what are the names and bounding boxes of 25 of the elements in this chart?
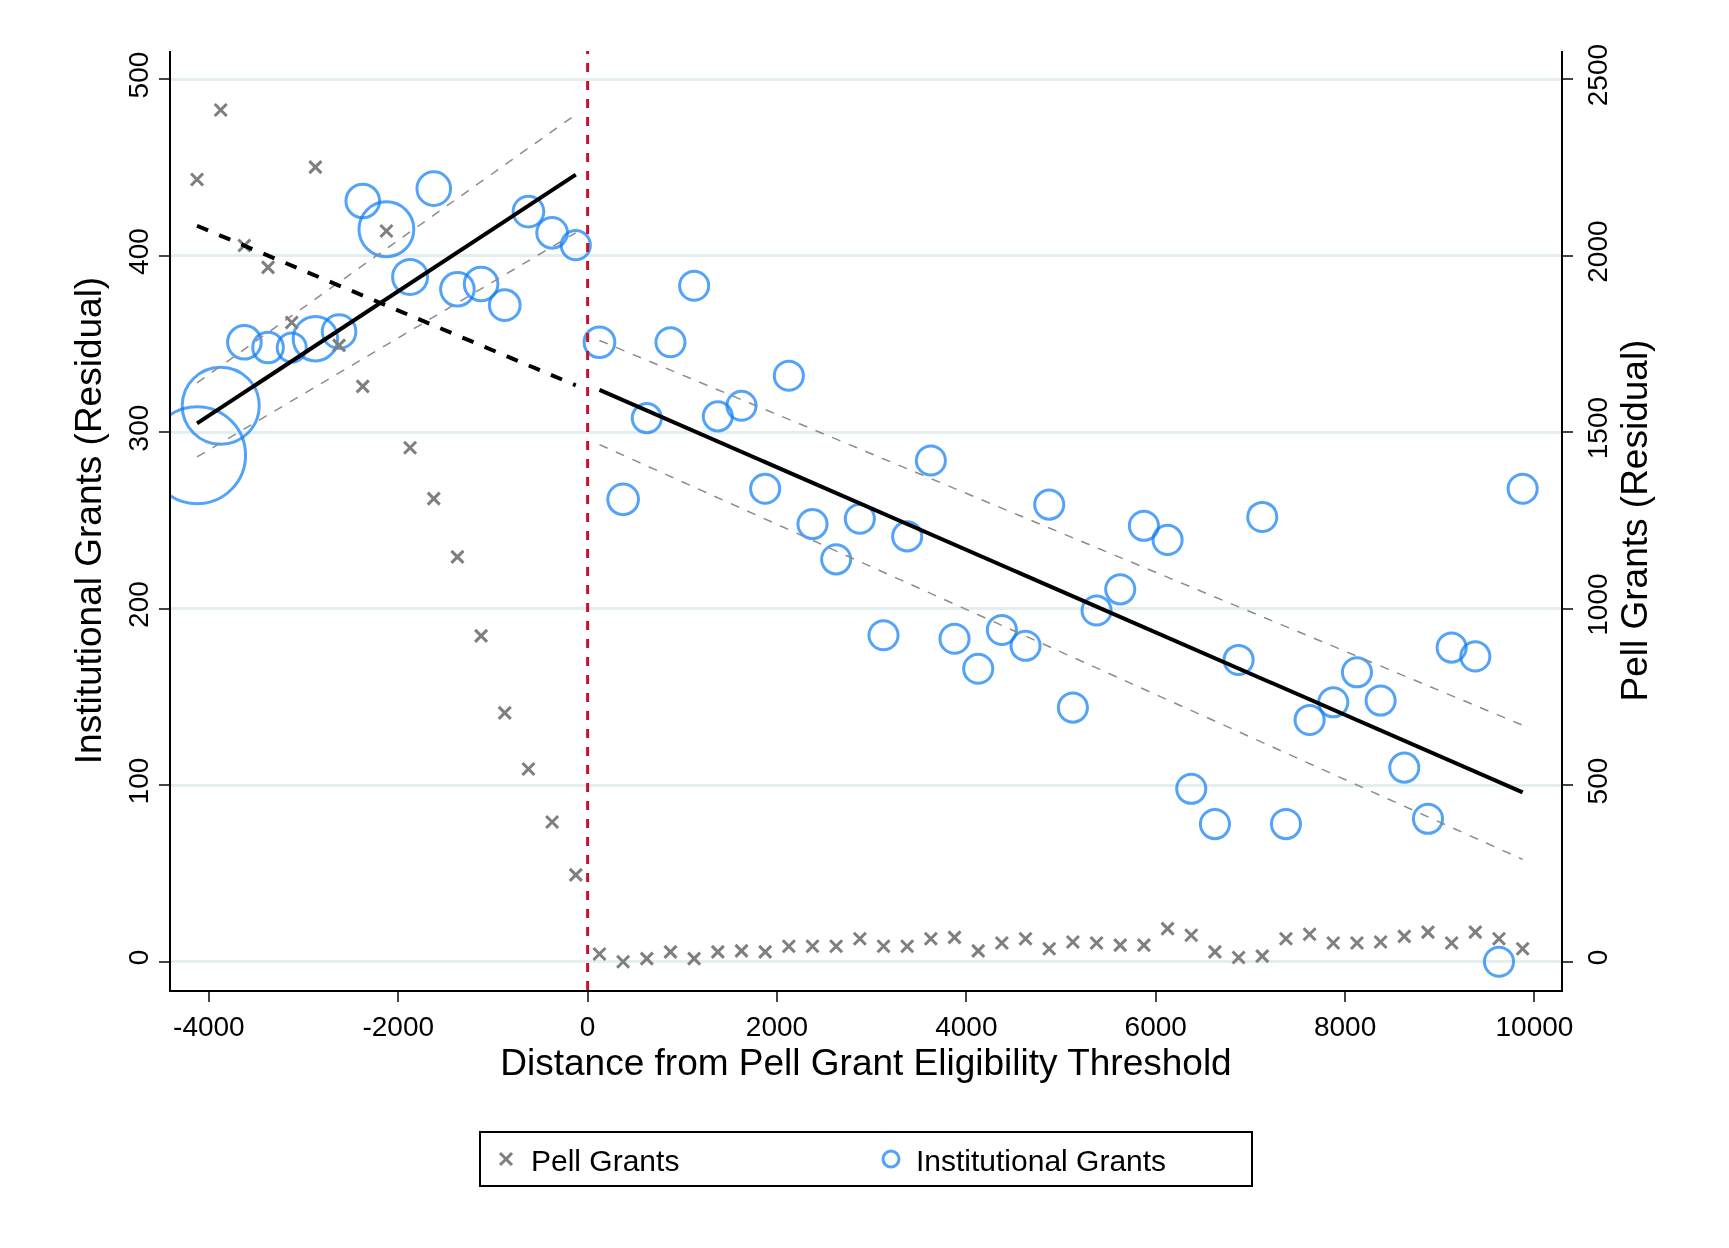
y-axis-title: Institutional Grants (Residual) <box>67 276 109 765</box>
y2-tick-label: 1000 <box>1581 573 1613 636</box>
y2-tick-label: 2000 <box>1581 220 1613 283</box>
y2-tick-label: 0 <box>1581 949 1613 966</box>
x-tick-label: 0 <box>579 1010 596 1042</box>
y2-tick-label: 2500 <box>1581 43 1613 107</box>
legend-label: Pell Grants <box>531 1143 680 1177</box>
y2-tick-label: 500 <box>1581 757 1613 805</box>
x-tick-label: -2000 <box>362 1010 435 1042</box>
x-tick-label: 6000 <box>1124 1010 1187 1042</box>
x-tick-label: 8000 <box>1313 1010 1377 1042</box>
x-axis-title: Distance from Pell Grant Eligibility Threshold <box>500 1041 1232 1083</box>
y-tick-label: 500 <box>122 51 154 99</box>
x-tick-label: -4000 <box>173 1010 245 1042</box>
y-tick-label: 300 <box>122 404 154 452</box>
x-tick-label: 2000 <box>745 1010 809 1042</box>
legend-label: Institutional Grants <box>916 1143 1167 1177</box>
x-tick-label: 10000 <box>1495 1010 1574 1042</box>
y-tick-label: 200 <box>122 581 154 628</box>
x-tick-label: 4000 <box>935 1010 998 1042</box>
y2-axis-title: Pell Grants (Residual) <box>1614 339 1656 702</box>
y-tick-label: 100 <box>122 757 154 805</box>
y-tick-label: 400 <box>122 228 154 275</box>
y-tick-label: 0 <box>122 949 154 966</box>
y2-tick-label: 1500 <box>1581 396 1613 460</box>
